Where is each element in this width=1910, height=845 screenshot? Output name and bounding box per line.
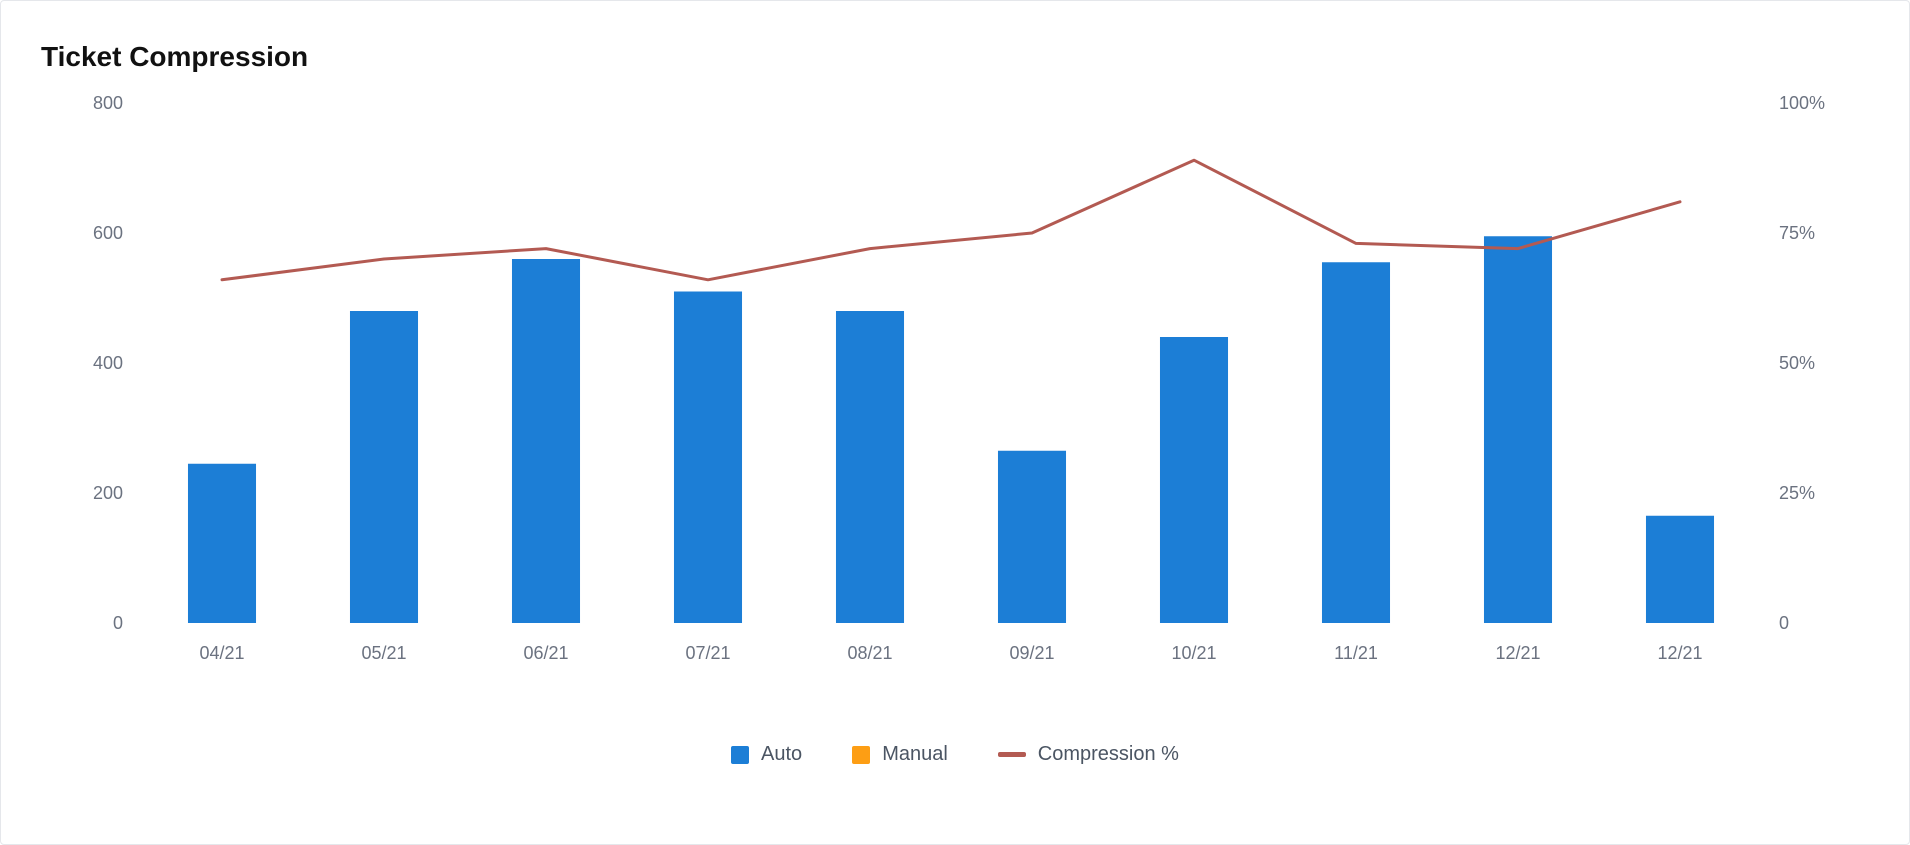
legend-label-auto: Auto	[761, 743, 802, 766]
y-right-tick-label: 50%	[1779, 353, 1815, 373]
y-left-tick-label: 200	[93, 483, 123, 503]
x-tick-label: 10/21	[1171, 643, 1216, 663]
x-tick-label: 08/21	[847, 643, 892, 663]
legend-label-compression: Compression %	[1038, 743, 1179, 766]
legend-swatch-auto	[731, 746, 749, 764]
bar-auto	[836, 311, 904, 623]
y-right-tick-label: 0	[1779, 613, 1789, 633]
x-tick-label: 06/21	[523, 643, 568, 663]
x-tick-label: 12/21	[1495, 643, 1540, 663]
bar-auto	[998, 451, 1066, 623]
legend-item-auto: Auto	[731, 743, 802, 766]
line-compression	[222, 160, 1680, 280]
y-right-tick-label: 75%	[1779, 223, 1815, 243]
bar-auto	[512, 259, 580, 623]
chart-svg: 0 200 400 600 800 0 25% 50% 75% 100% 04/21 05/21 06/…	[41, 83, 1861, 683]
chart-card: Ticket Compression 0 200 400 600 800 0 25% 50% 7…	[0, 0, 1910, 845]
chart-title: Ticket Compression	[41, 41, 1869, 73]
y-left-tick-label: 800	[93, 93, 123, 113]
x-tick-label: 09/21	[1009, 643, 1054, 663]
y-left-tick-label: 400	[93, 353, 123, 373]
bar-auto	[188, 464, 256, 623]
legend-swatch-compression	[998, 752, 1026, 757]
x-tick-label: 11/21	[1334, 643, 1378, 663]
bar-auto	[1322, 262, 1390, 623]
y-left-tick-label: 600	[93, 223, 123, 243]
bar-auto	[350, 311, 418, 623]
bar-auto	[1646, 516, 1714, 623]
chart-legend: Auto Manual Compression %	[41, 743, 1869, 766]
x-tick-label: 07/21	[685, 643, 730, 663]
legend-swatch-manual	[852, 746, 870, 764]
y-left-tick-label: 0	[113, 613, 123, 633]
legend-item-manual: Manual	[852, 743, 948, 766]
chart-plot-area: 0 200 400 600 800 0 25% 50% 75% 100% 04/21 05/21 06/…	[41, 83, 1869, 723]
legend-item-compression: Compression %	[998, 743, 1179, 766]
y-right-tick-label: 100%	[1779, 93, 1825, 113]
x-tick-label: 05/21	[361, 643, 406, 663]
legend-label-manual: Manual	[882, 743, 948, 766]
bar-auto	[1160, 337, 1228, 623]
y-right-tick-label: 25%	[1779, 483, 1815, 503]
x-tick-label: 12/21	[1657, 643, 1702, 663]
bar-auto	[674, 292, 742, 624]
bar-auto	[1484, 236, 1552, 623]
x-tick-label: 04/21	[199, 643, 244, 663]
